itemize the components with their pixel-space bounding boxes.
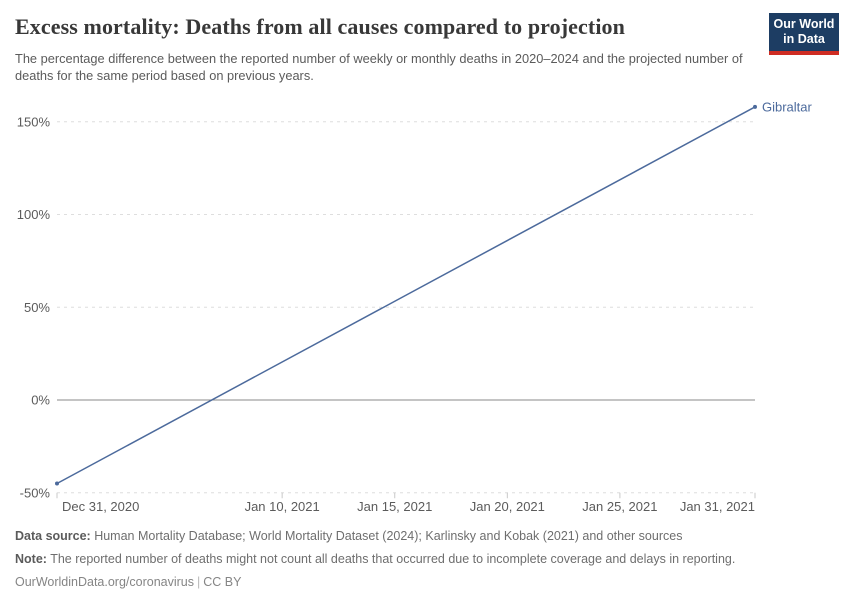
owid-url-link[interactable]: OurWorldinData.org/coronavirus [15,575,195,589]
note-label: Note: [15,552,47,566]
x-axis-label: Jan 31, 2021 [680,499,755,514]
y-axis-label: 100% [17,207,51,222]
y-axis-label: -50% [20,485,51,500]
chart-footer: Data source: Human Mortality Database; W… [15,525,835,594]
series-label[interactable]: Gibraltar [762,99,813,114]
data-source-label: Data source: [15,529,91,543]
attribution-separator: | [197,575,201,589]
y-axis-label: 150% [17,114,51,129]
x-axis-label: Jan 25, 2021 [582,499,657,514]
chart-subtitle: The percentage difference between the re… [15,51,743,84]
attribution-line: OurWorldinData.org/coronavirus | CC BY [15,571,835,594]
series-point[interactable] [55,481,59,486]
x-axis-label: Jan 10, 2021 [245,499,320,514]
page-title: Excess mortality: Deaths from all causes… [15,14,625,39]
series-line[interactable] [56,106,756,485]
note-text: The reported number of deaths might not … [46,552,736,566]
data-source-line: Data source: Human Mortality Database; W… [15,525,835,548]
x-axis-label: Jan 15, 2021 [357,499,432,514]
y-axis-label: 50% [24,300,50,315]
owid-logo[interactable]: Our World in Data [769,13,839,55]
x-axis-label: Jan 20, 2021 [470,499,545,514]
owid-logo-line1: Our World [773,17,835,31]
license-label: CC BY [203,575,242,589]
x-axis-label: Dec 31, 2020 [62,499,139,514]
data-source-text: Human Mortality Database; World Mortalit… [90,529,683,543]
note-line: Note: The reported number of deaths migh… [15,548,835,571]
y-axis-label: 0% [31,393,50,408]
line-chart[interactable]: 150% 100% 50% 0% -50% Dec 31, 2020 Jan 10, 202… [0,90,850,525]
owid-logo-line2: in Data [783,32,825,47]
series-point[interactable] [753,104,757,109]
